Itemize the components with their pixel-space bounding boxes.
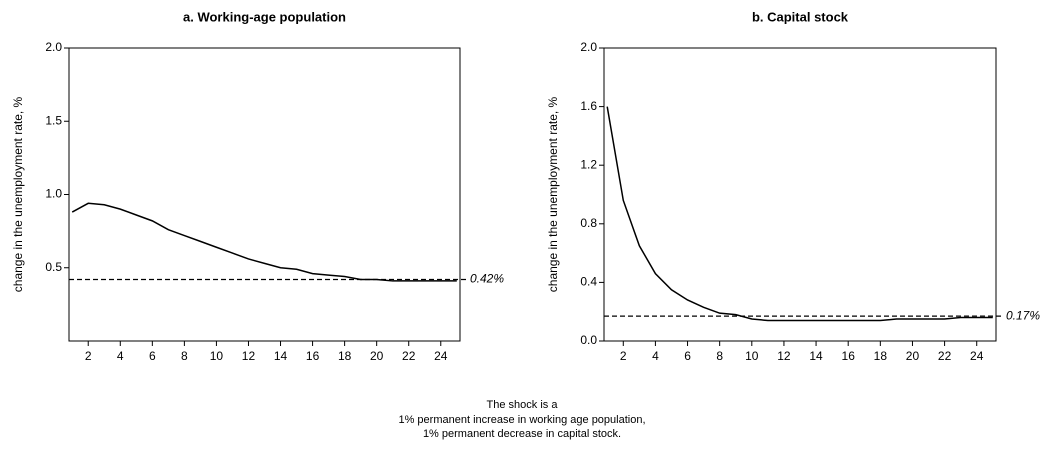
x-tick-label: 18 xyxy=(874,349,888,363)
x-tick-label: 2 xyxy=(620,349,627,363)
x-tick-label: 6 xyxy=(149,349,156,363)
x-tick-label: 24 xyxy=(434,349,448,363)
y-tick-label: 2.0 xyxy=(580,40,597,54)
x-tick-label: 14 xyxy=(274,349,288,363)
note: The shock is a xyxy=(487,399,559,411)
x-tick-label: 20 xyxy=(370,349,384,363)
y-axis-label: change in the unemployment rate, % xyxy=(546,96,560,292)
reference-label: 0.17% xyxy=(1006,308,1040,322)
chart-title: b. Capital stock xyxy=(752,9,849,24)
x-tick-label: 16 xyxy=(842,349,856,363)
x-tick-label: 14 xyxy=(809,349,823,363)
x-tick-label: 20 xyxy=(906,349,920,363)
x-tick-label: 8 xyxy=(181,349,188,363)
reference-label: 0.42% xyxy=(470,272,504,286)
y-tick-label: 0.4 xyxy=(580,275,597,289)
x-tick-label: 2 xyxy=(85,349,92,363)
data-line xyxy=(606,106,993,322)
plot-frame xyxy=(68,47,461,342)
data-line xyxy=(71,202,457,282)
note: 1% permanent increase in working age pop… xyxy=(398,414,645,426)
y-axis-label: change in the unemployment rate, % xyxy=(11,96,25,292)
y-tick-label: 1.0 xyxy=(45,187,62,201)
y-tick-label: 1.6 xyxy=(580,99,597,113)
x-tick-label: 6 xyxy=(684,349,691,363)
plot-frame xyxy=(603,47,997,342)
x-tick-label: 24 xyxy=(970,349,984,363)
x-tick-label: 8 xyxy=(716,349,723,363)
x-tick-label: 10 xyxy=(745,349,759,363)
y-tick-label: 0.8 xyxy=(580,216,597,230)
y-tick-label: 2.0 xyxy=(45,40,62,54)
x-tick-label: 16 xyxy=(306,349,320,363)
x-tick-label: 12 xyxy=(242,349,256,363)
x-tick-label: 22 xyxy=(402,349,416,363)
x-tick-label: 18 xyxy=(338,349,352,363)
note: 1% permanent decrease in capital stock. xyxy=(423,428,621,440)
chart-title: a. Working-age population xyxy=(183,9,346,24)
x-tick-label: 4 xyxy=(117,349,124,363)
x-tick-label: 10 xyxy=(210,349,224,363)
x-tick-label: 12 xyxy=(777,349,791,363)
y-tick-label: 1.2 xyxy=(580,157,597,171)
x-tick-label: 22 xyxy=(938,349,952,363)
y-tick-label: 0.5 xyxy=(45,260,62,274)
y-tick-label: 0.0 xyxy=(580,333,597,347)
y-tick-label: 1.5 xyxy=(45,113,62,127)
x-tick-label: 4 xyxy=(652,349,659,363)
